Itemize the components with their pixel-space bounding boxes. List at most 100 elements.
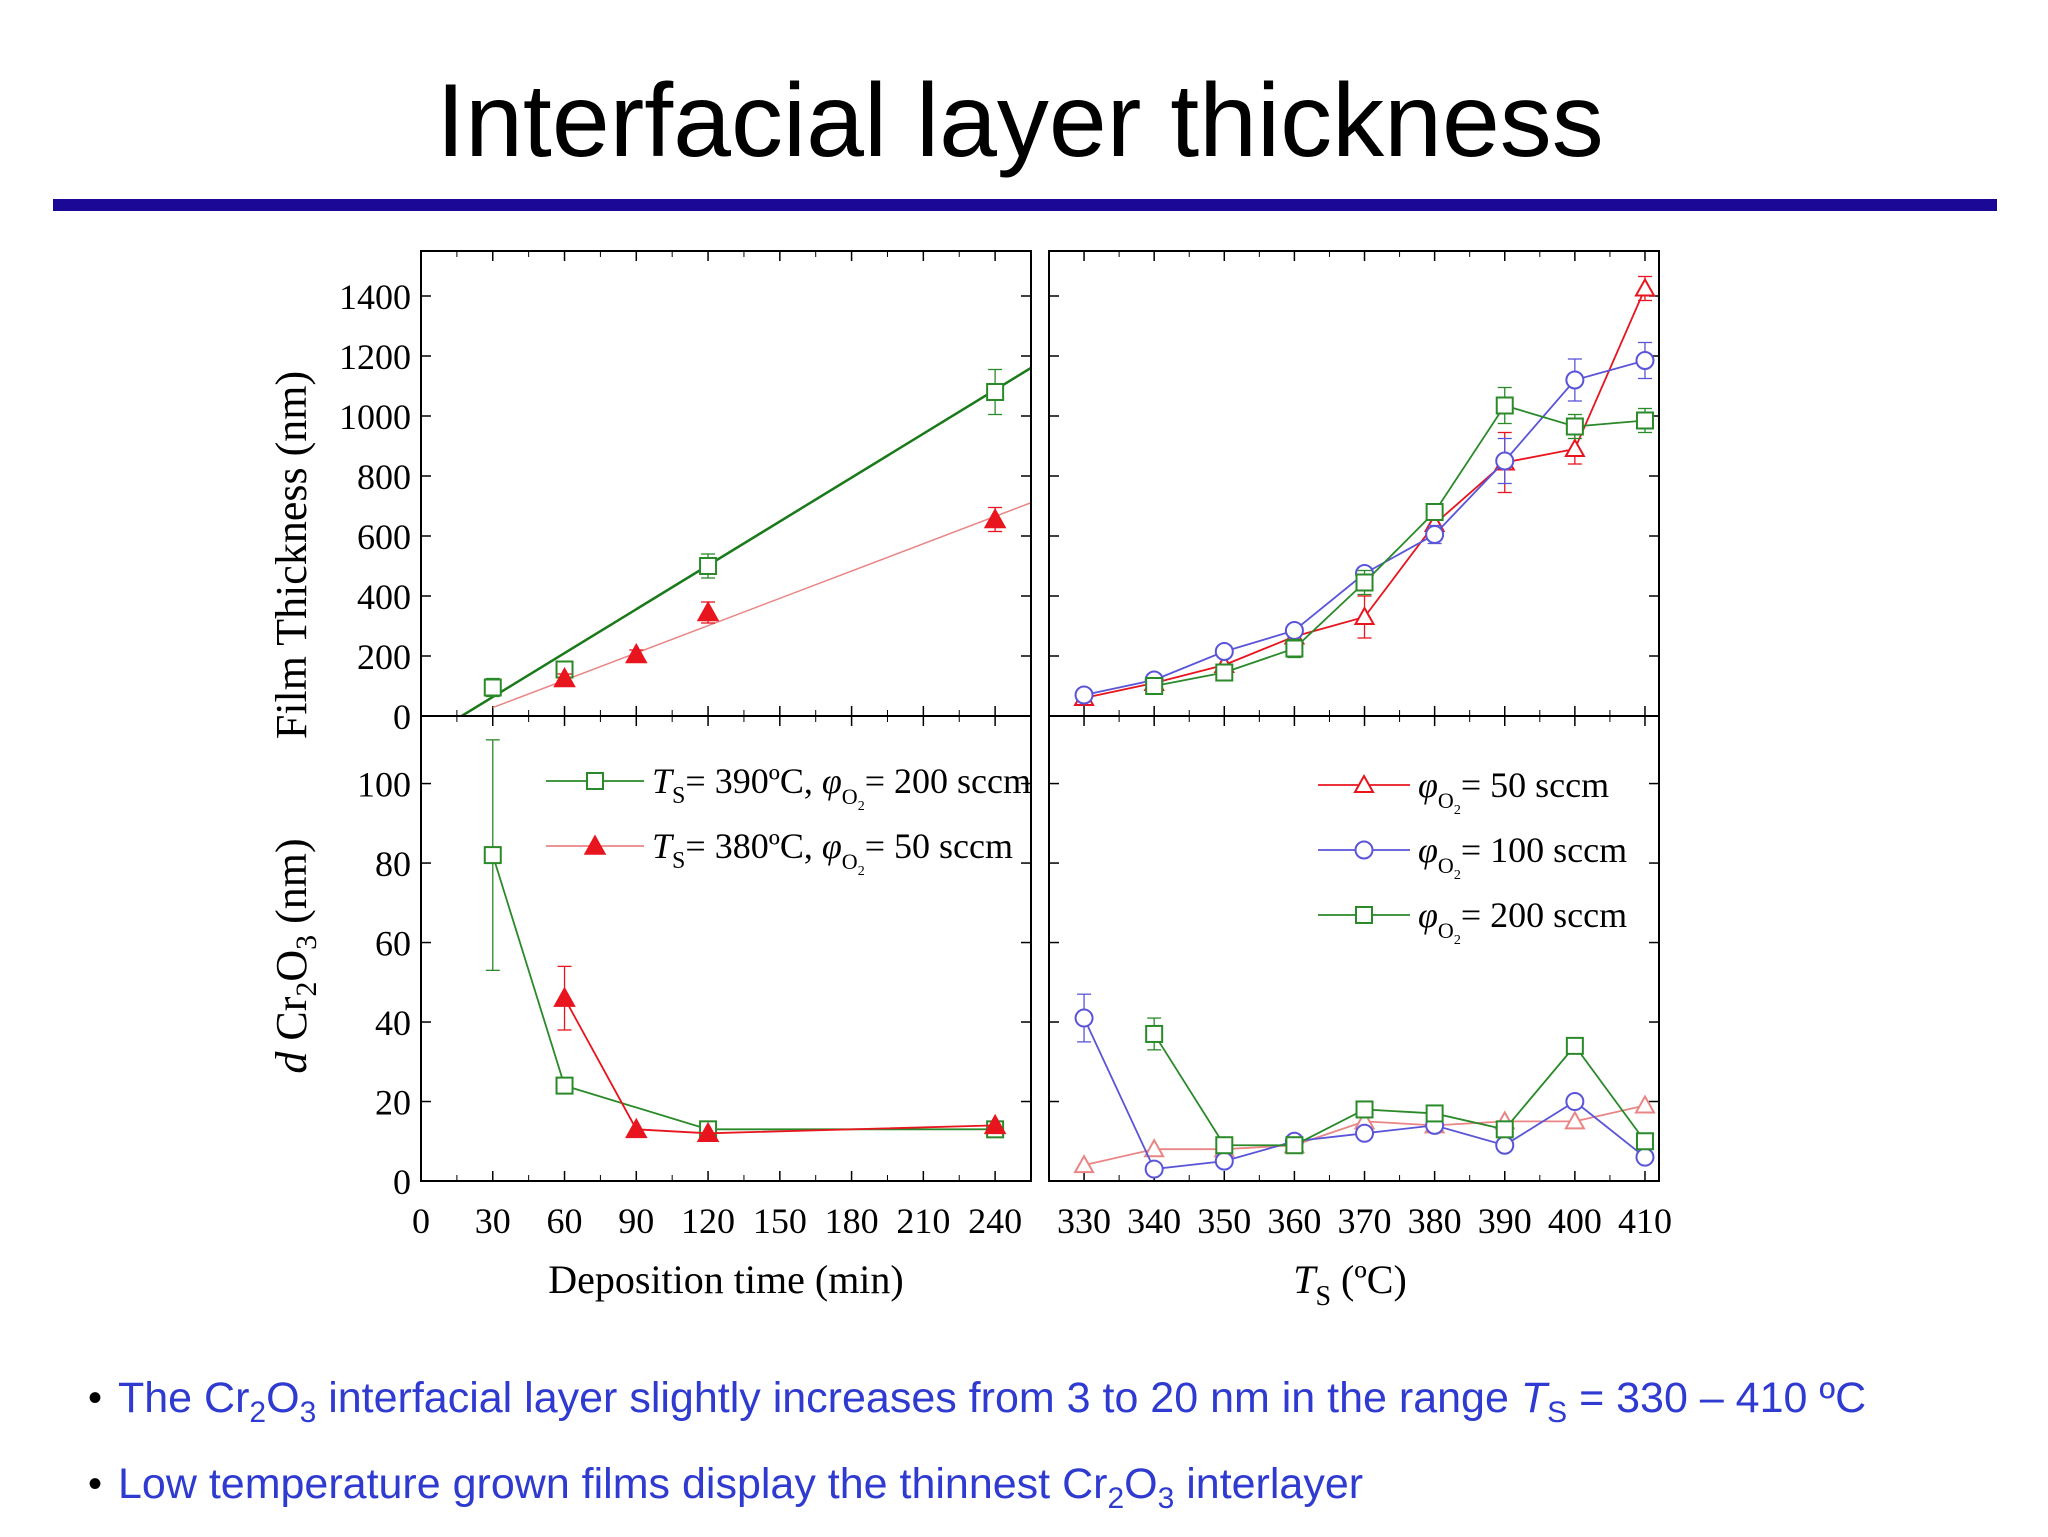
legend-label: φO2= 50 sccm <box>1418 765 1609 818</box>
legend-phi-sub2: 2 <box>1454 803 1461 818</box>
y-tick-label: 1000 <box>339 397 411 437</box>
data-point <box>699 557 718 575</box>
x-tick-label: 380 <box>1408 1201 1462 1241</box>
series-Ts=380ºC, φO2=50 sccm <box>553 965 1007 1143</box>
data-point <box>625 642 648 664</box>
legend-phi-sub2: 2 <box>1454 868 1461 883</box>
series-φO2=200 sccm <box>1145 386 1654 695</box>
data-point <box>696 600 720 622</box>
series-line <box>563 997 996 1135</box>
data-point <box>1564 437 1586 457</box>
x-tick-label: 370 <box>1338 1201 1392 1241</box>
legend-phi: φ <box>1418 830 1438 870</box>
legend-ts-sub: S <box>672 783 685 809</box>
data-point <box>1353 605 1376 625</box>
y-tick-label: 0 <box>393 1162 411 1202</box>
data-point <box>1495 396 1514 415</box>
data-point <box>1285 1136 1304 1155</box>
data-point <box>625 1117 648 1139</box>
bullet-dot: • <box>88 1462 103 1506</box>
legend-end: = 50 sccm <box>865 826 1013 866</box>
title-rule <box>53 199 1997 211</box>
legend-end: = 100 sccm <box>1461 830 1627 870</box>
legend-label: TS= 380ºC, φO2= 50 sccm <box>652 826 1013 879</box>
data-point <box>1425 503 1444 521</box>
data-point <box>1425 525 1445 544</box>
series-line <box>1083 359 1646 696</box>
series-φO2=100 sccm <box>1074 993 1655 1179</box>
legend-end: = 200 sccm <box>865 761 1031 801</box>
slide-title: Interfacial layer thickness <box>436 63 1604 179</box>
y-tick-label: 1400 <box>339 277 411 317</box>
data-point <box>1495 1120 1514 1139</box>
data-point <box>1214 642 1234 661</box>
legend-phi: φ <box>1418 765 1438 805</box>
x-tick-label: 340 <box>1127 1201 1181 1241</box>
data-point <box>1215 1136 1234 1155</box>
x-tick-label: 330 <box>1057 1201 1111 1241</box>
data-point <box>1565 370 1585 390</box>
series-φO2=100 sccm <box>1074 341 1655 705</box>
y-tick-label: 1200 <box>339 337 411 377</box>
x-tick-label: 150 <box>753 1201 807 1241</box>
data-point <box>1285 639 1304 658</box>
data-point <box>1074 685 1094 705</box>
data-point <box>555 1076 574 1095</box>
x-tick-label: 60 <box>547 1201 583 1241</box>
legend-phi: φ <box>1418 895 1438 935</box>
panel-frame <box>1048 715 1660 1182</box>
legend-marker <box>586 772 604 790</box>
legend-marker <box>1353 773 1375 793</box>
data-point <box>696 1121 720 1143</box>
panel-top-right <box>1048 250 1660 717</box>
legend-phi: φ <box>822 761 842 801</box>
panel-frame <box>1048 250 1660 717</box>
x-tick-label: 240 <box>968 1201 1022 1241</box>
legend-phi: φ <box>822 826 842 866</box>
legend-phi-sub: O <box>1438 788 1454 813</box>
panel-top-left: 0 200 400 600 800 1000 1200 1400 <box>339 250 1032 737</box>
data-point <box>986 383 1005 401</box>
x-tick-label: 30 <box>475 1201 511 1241</box>
fit-line <box>492 501 1031 709</box>
data-point <box>983 507 1007 529</box>
legend-phi-sub2: 2 <box>858 799 865 814</box>
legend-end: = 50 sccm <box>1461 765 1609 805</box>
data-point <box>1565 1092 1585 1112</box>
legend-ts-sub: S <box>672 848 685 874</box>
data-point <box>1564 1110 1586 1130</box>
bullet-text: Low temperature grown films display the … <box>118 1460 1364 1515</box>
y-tick-label: 600 <box>357 517 411 557</box>
legend-marker <box>583 834 607 855</box>
legend-phi-sub: O <box>1438 918 1454 943</box>
series-line <box>1083 1017 1646 1171</box>
legend-phi-sub2: 2 <box>1454 933 1461 948</box>
legend-phi-sub: O <box>842 784 858 809</box>
data-point <box>483 678 502 697</box>
data-point <box>1565 417 1584 436</box>
data-point <box>1355 573 1374 592</box>
x-tick-label: 180 <box>825 1201 879 1241</box>
y-tick-label: 40 <box>375 1003 411 1043</box>
legend-marker <box>1355 906 1373 924</box>
x-tick-label: 350 <box>1197 1201 1251 1241</box>
data-point <box>1634 277 1656 297</box>
y-tick-label: 20 <box>375 1083 411 1123</box>
legend-mid: = 380ºC, <box>685 826 821 866</box>
legend-label: φO2= 200 sccm <box>1418 895 1627 948</box>
data-point <box>1495 1135 1515 1155</box>
data-point <box>1635 411 1654 430</box>
data-point <box>1284 621 1304 640</box>
data-point <box>1355 1100 1374 1119</box>
data-point <box>1635 1147 1655 1167</box>
data-point <box>983 1113 1007 1135</box>
legend-ts: T <box>652 761 675 801</box>
bottom-left-ylabel: d Cr2O3 (nm) <box>267 838 323 1073</box>
y-tick-label: 60 <box>375 924 411 964</box>
legend-marker <box>1354 840 1374 860</box>
data-point <box>1355 1123 1375 1143</box>
legend-label: TS= 390ºC, φO2= 200 sccm <box>652 761 1031 814</box>
series-Ts=390ºC, φO2=200 sccm <box>483 368 1005 698</box>
panel-frame <box>420 715 1032 1182</box>
data-point <box>1143 1138 1165 1158</box>
